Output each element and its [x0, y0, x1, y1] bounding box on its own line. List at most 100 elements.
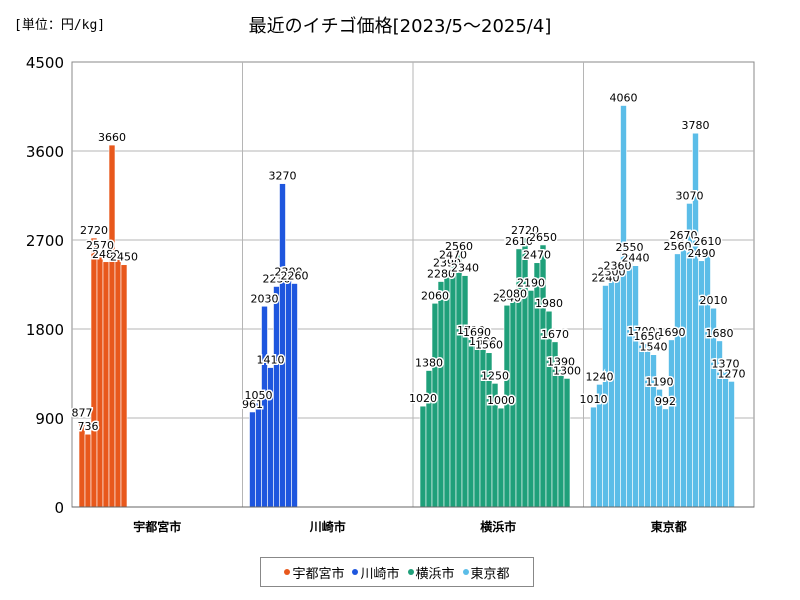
data-label: 1690 [658, 326, 686, 339]
bar [527, 290, 535, 508]
data-label: 1380 [415, 357, 443, 370]
bar [461, 275, 469, 508]
data-label: 1190 [646, 375, 674, 388]
data-label: 3780 [682, 119, 710, 132]
legend-item-kawasaki: 川崎市 [352, 563, 400, 582]
bar [467, 337, 475, 508]
data-label: 736 [78, 420, 99, 433]
data-label: 2300 [275, 266, 303, 279]
data-label: 1300 [553, 364, 581, 377]
data-label: 961 [242, 398, 263, 411]
data-label: 2570 [86, 239, 114, 252]
data-label: 1710 [457, 324, 485, 337]
y-tick-label: 900 [35, 410, 64, 428]
bar [120, 264, 128, 508]
bar [114, 259, 122, 508]
data-label: 2670 [670, 229, 698, 242]
data-label: 1020 [409, 392, 437, 405]
data-label: 2240 [592, 271, 620, 284]
bar [590, 406, 597, 508]
data-label: 1670 [541, 328, 569, 341]
bar [449, 262, 457, 508]
bar [431, 302, 439, 508]
data-label: 1050 [245, 389, 273, 402]
data-label: 1690 [463, 326, 491, 339]
data-label: 1700 [628, 325, 656, 338]
legend-item-tokyo: 東京都 [462, 563, 510, 582]
data-label: 1650 [634, 330, 662, 343]
y-tick-label: 0 [54, 499, 64, 517]
bar [249, 411, 256, 508]
bar [291, 283, 298, 508]
y-tick-label: 1800 [26, 321, 64, 339]
legend-item-yokohama: 横浜市 [407, 563, 455, 582]
bar [704, 248, 711, 508]
data-label: 1980 [535, 297, 563, 310]
bar [674, 253, 681, 508]
data-label: 1370 [712, 358, 740, 371]
bar [90, 237, 98, 508]
data-label: 2610 [505, 235, 533, 248]
legend-marker-tokyo [462, 569, 469, 575]
data-label: 2490 [688, 247, 716, 260]
bar [96, 252, 104, 508]
legend-marker-yokohama [407, 569, 414, 575]
x-category-label: 東京都 [651, 519, 687, 534]
bar [620, 105, 627, 508]
data-label: 2300 [598, 266, 626, 279]
bar [455, 253, 463, 508]
data-label: 2480 [92, 248, 120, 261]
bar [419, 405, 427, 508]
data-label: 2450 [110, 251, 138, 264]
data-label: 2470 [439, 249, 467, 262]
data-label: 2390 [433, 257, 461, 270]
data-label: 4060 [610, 92, 638, 105]
data-label: 2080 [499, 287, 527, 300]
data-label: 2190 [517, 276, 545, 289]
data-label: 1410 [257, 354, 285, 367]
bar [680, 242, 687, 508]
data-label: 2470 [523, 249, 551, 262]
bar [557, 369, 565, 508]
bar [728, 381, 735, 508]
data-label: 3070 [676, 189, 704, 202]
bar [425, 370, 433, 508]
data-label: 2230 [263, 272, 291, 285]
data-label: 1240 [586, 370, 614, 383]
y-tick-label: 3600 [26, 143, 64, 161]
bar [632, 265, 639, 508]
data-label: 2260 [281, 270, 309, 283]
data-label: 2550 [616, 241, 644, 254]
bar [608, 279, 615, 508]
bar [255, 402, 262, 508]
data-label: 3270 [269, 170, 297, 183]
bar [644, 343, 651, 508]
bar [662, 408, 669, 508]
bar [638, 338, 645, 508]
bar [437, 281, 445, 508]
data-label: 2650 [529, 231, 557, 244]
chart-title: 最近のイチゴ価格[2023/5～2025/4] [248, 16, 552, 37]
bar [614, 273, 621, 508]
legend-label: 川崎市 [360, 566, 400, 582]
data-label: 1270 [718, 367, 746, 380]
data-label: 2340 [451, 262, 479, 275]
data-label: 1010 [580, 393, 608, 406]
data-label: 2360 [604, 260, 632, 273]
x-category-label: 宇都宮市 [133, 519, 181, 534]
bar [626, 254, 633, 508]
data-label: 877 [72, 406, 93, 419]
legend-marker-utsunomiya [284, 569, 291, 575]
data-label: 1680 [706, 327, 734, 340]
y-tick-label: 2700 [26, 232, 64, 250]
data-label: 992 [655, 395, 676, 408]
bar [473, 339, 481, 508]
data-label: 2060 [421, 289, 449, 302]
bar [443, 270, 451, 508]
data-label: 2560 [445, 240, 473, 253]
legend-label: 宇都宮市 [292, 566, 345, 582]
bar [108, 144, 116, 508]
bar [84, 433, 92, 508]
bar [102, 261, 110, 508]
